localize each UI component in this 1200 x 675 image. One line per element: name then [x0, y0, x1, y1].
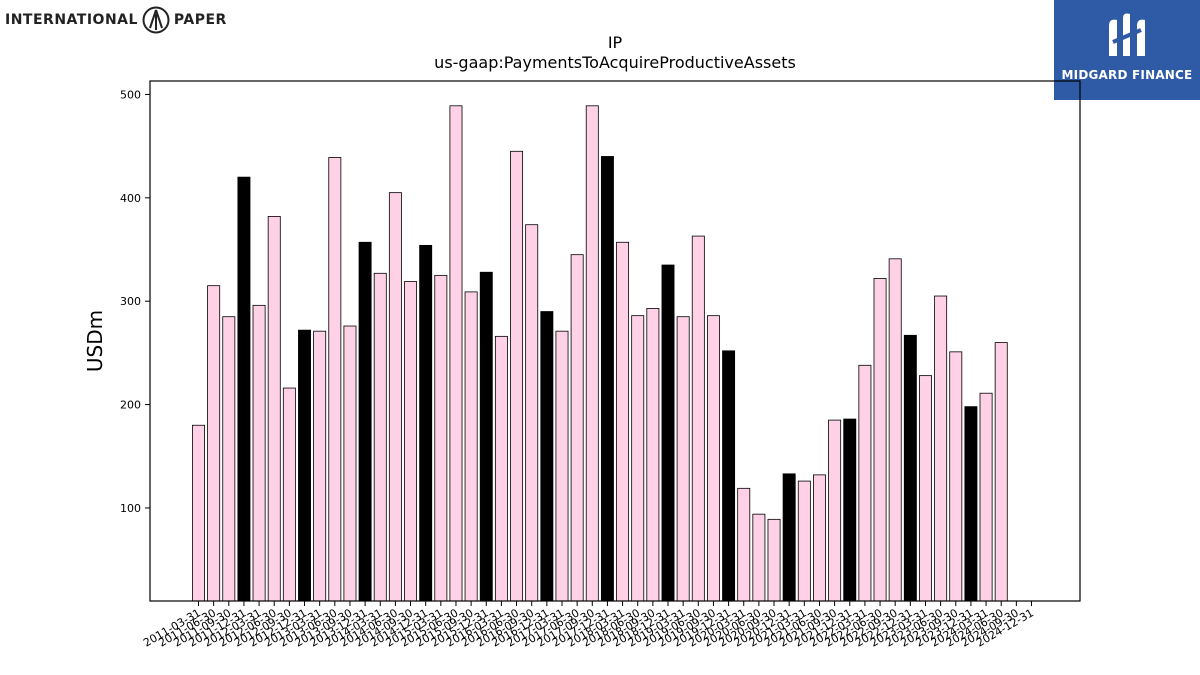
bar [919, 375, 932, 602]
bar [843, 418, 857, 602]
bar [388, 192, 402, 602]
bar [282, 387, 296, 602]
bar [404, 281, 418, 602]
bar [979, 392, 993, 602]
midgard-finance-badge: MIDGARD FINANCE [1054, 0, 1200, 100]
y-tick-label: 100 [120, 502, 141, 515]
bar [782, 473, 796, 602]
bar [313, 330, 327, 602]
international-paper-logo: INTERNATIONAL PAPER [5, 4, 227, 36]
bar [555, 330, 569, 602]
y-tick-label: 200 [120, 399, 141, 412]
bar [267, 216, 281, 602]
bar [616, 241, 630, 602]
bar [449, 105, 463, 602]
bar [797, 480, 811, 602]
bar [298, 329, 311, 602]
bar [706, 315, 720, 602]
bar [752, 513, 766, 602]
bar [813, 474, 826, 602]
bar [510, 150, 524, 602]
bar [903, 334, 917, 602]
brand-name: MIDGARD FINANCE [1061, 68, 1193, 82]
bar [828, 419, 842, 602]
bar [343, 325, 357, 602]
bar [631, 315, 645, 602]
bar [767, 518, 781, 602]
bar [570, 254, 584, 602]
bar [964, 406, 978, 602]
bar [222, 316, 236, 602]
bar [676, 316, 690, 602]
company-name-right: PAPER [173, 12, 227, 28]
bar [328, 157, 342, 602]
chart-subtitle: us-gaap:PaymentsToAcquireProductiveAsset… [434, 53, 796, 72]
bar [873, 278, 887, 602]
bar [888, 258, 902, 602]
bar [994, 342, 1008, 602]
bar [661, 264, 675, 602]
bar [737, 487, 751, 602]
bar [192, 424, 205, 602]
bar [600, 156, 614, 602]
bar [691, 235, 705, 602]
bar [646, 308, 660, 602]
bar [722, 350, 736, 602]
bar [252, 304, 266, 602]
plot-frame [149, 80, 1081, 602]
bar [419, 244, 433, 602]
bar [373, 272, 387, 602]
y-tick-label: 400 [120, 192, 141, 205]
y-tick-label: 500 [120, 88, 141, 101]
bar [949, 351, 963, 602]
bar [540, 311, 554, 602]
bar [934, 295, 948, 602]
bar [585, 105, 599, 602]
company-name-left: INTERNATIONAL [5, 12, 138, 28]
bar [525, 224, 539, 602]
bar [858, 364, 872, 602]
bar [358, 241, 372, 602]
ip-tree-icon [142, 6, 170, 34]
bar [207, 285, 221, 602]
y-axis-label: USDm [83, 310, 107, 372]
chart-title: IP [607, 33, 623, 52]
bar [237, 176, 251, 602]
midgard-logo-icon [1109, 13, 1145, 57]
y-tick-label: 300 [120, 295, 141, 308]
bar [479, 271, 493, 602]
bar [434, 274, 448, 602]
bar [494, 335, 508, 602]
bar [464, 291, 478, 602]
